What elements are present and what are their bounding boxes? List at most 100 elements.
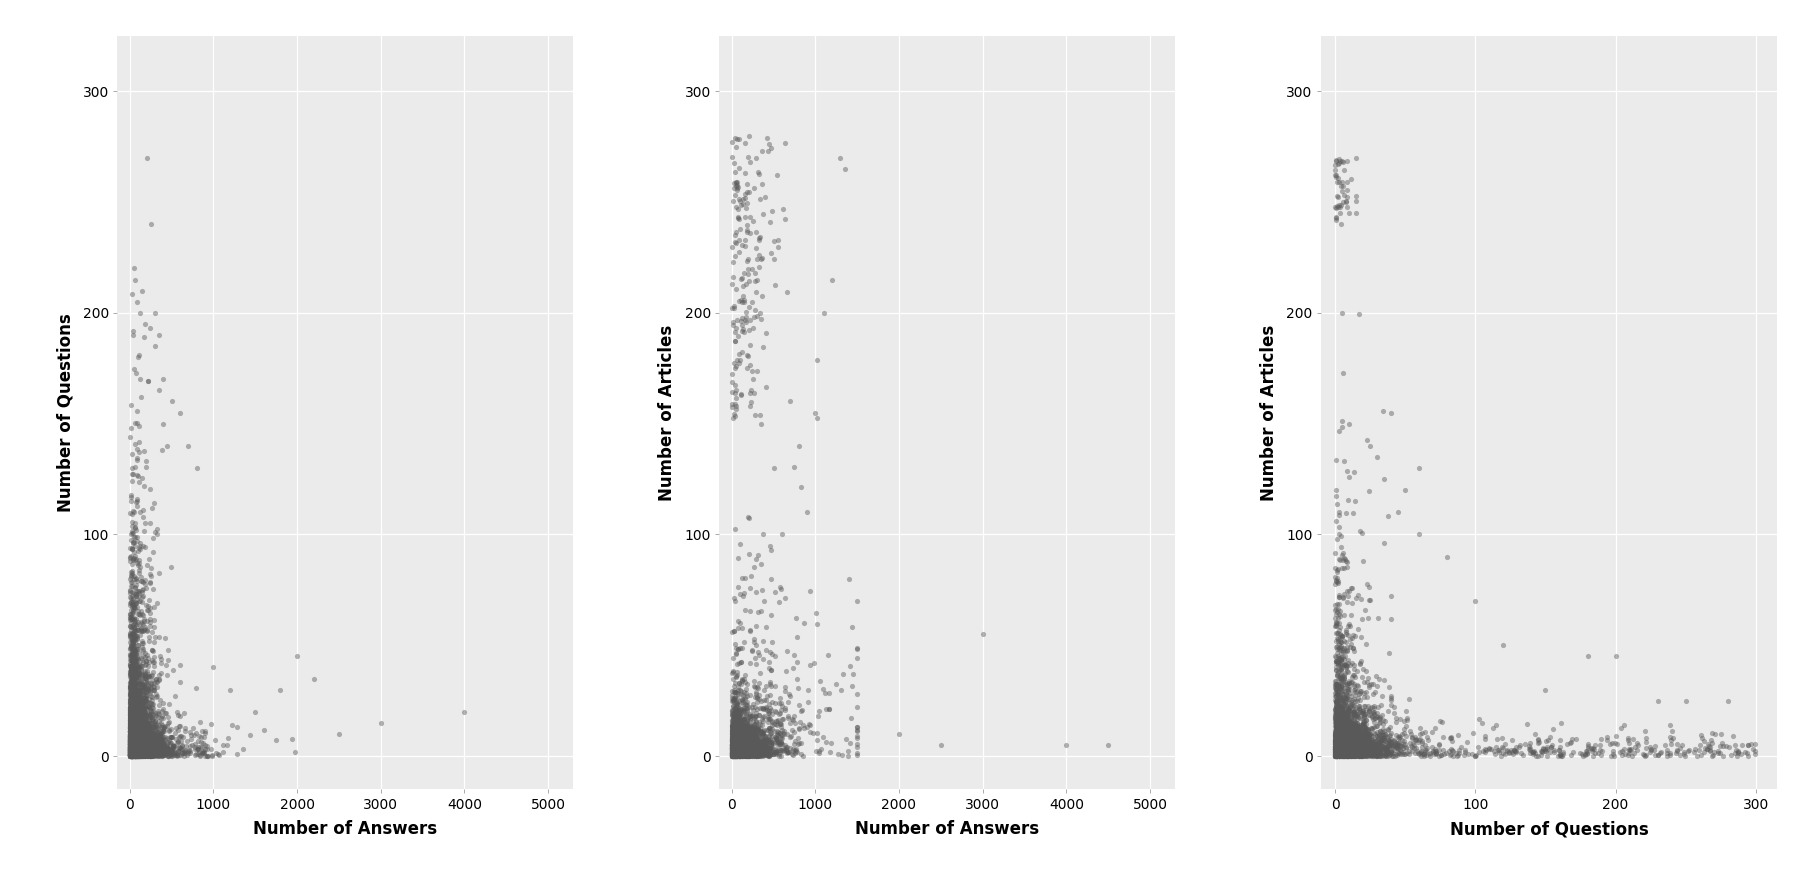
Point [117, 714, 146, 729]
Point [123, 719, 152, 733]
Point [121, 731, 150, 745]
Point [1335, 730, 1364, 744]
Point [126, 699, 155, 714]
Point [128, 731, 157, 746]
Point [130, 693, 159, 707]
Point [1333, 741, 1362, 756]
Point [1339, 734, 1367, 748]
Point [117, 701, 146, 715]
Point [1607, 744, 1636, 758]
Point [741, 747, 770, 762]
Point [121, 662, 150, 676]
Point [1420, 747, 1449, 762]
Point [722, 748, 750, 763]
Point [123, 702, 152, 716]
Point [119, 724, 148, 739]
Point [123, 733, 152, 747]
Point [115, 735, 144, 749]
Point [1337, 739, 1366, 754]
Point [1344, 738, 1373, 752]
Point [141, 683, 170, 698]
Point [139, 745, 168, 759]
Point [1346, 740, 1375, 755]
Point [117, 747, 146, 761]
Point [750, 739, 779, 754]
Point [123, 746, 152, 760]
Point [141, 739, 170, 753]
Point [1333, 748, 1362, 763]
Point [725, 737, 754, 751]
Point [745, 707, 774, 722]
Point [720, 409, 749, 424]
Point [1340, 716, 1369, 731]
Point [126, 659, 155, 673]
Point [1532, 744, 1560, 758]
Point [128, 743, 157, 757]
Point [117, 739, 146, 754]
Point [128, 706, 157, 720]
Point [117, 708, 146, 723]
Point [741, 226, 770, 240]
Point [729, 737, 758, 751]
Point [124, 743, 153, 757]
Point [1333, 735, 1362, 749]
Point [1322, 749, 1351, 764]
Point [731, 747, 759, 761]
Point [1344, 741, 1373, 756]
Point [1328, 742, 1357, 756]
Point [117, 706, 146, 720]
Point [123, 712, 152, 726]
Point [1324, 745, 1353, 759]
Point [729, 732, 758, 747]
Point [1330, 743, 1358, 757]
Point [1321, 733, 1349, 747]
Point [121, 717, 150, 731]
Point [1330, 739, 1358, 754]
Point [135, 703, 164, 717]
Point [1324, 658, 1353, 673]
Point [115, 734, 144, 748]
Point [124, 731, 153, 745]
Point [115, 744, 144, 758]
Point [1335, 741, 1364, 756]
Point [180, 742, 209, 756]
Point [130, 720, 159, 734]
Point [115, 744, 144, 758]
Point [1339, 742, 1367, 756]
Point [117, 696, 146, 710]
Point [119, 720, 148, 734]
Point [1333, 583, 1362, 598]
Point [117, 728, 146, 742]
Point [1328, 745, 1357, 759]
Point [750, 679, 779, 693]
Point [121, 747, 150, 761]
Point [124, 734, 153, 748]
Point [1656, 748, 1685, 763]
Point [117, 701, 146, 715]
Point [130, 723, 159, 738]
Point [1472, 743, 1501, 757]
Point [1328, 747, 1357, 762]
Point [121, 742, 150, 756]
Point [121, 729, 150, 743]
Point [1340, 746, 1369, 760]
Point [1530, 742, 1559, 756]
Point [115, 741, 144, 756]
Point [117, 742, 146, 756]
Point [117, 735, 146, 749]
Point [1331, 739, 1360, 753]
Point [718, 740, 747, 755]
Point [718, 727, 747, 741]
Point [1328, 717, 1357, 731]
Point [117, 720, 146, 734]
Point [747, 743, 776, 757]
Point [121, 720, 150, 734]
Point [1698, 726, 1726, 740]
Point [723, 731, 752, 746]
Point [119, 729, 148, 743]
Point [1322, 732, 1351, 747]
Point [743, 747, 772, 761]
Point [119, 745, 148, 759]
Point [126, 740, 155, 755]
Point [123, 716, 152, 731]
